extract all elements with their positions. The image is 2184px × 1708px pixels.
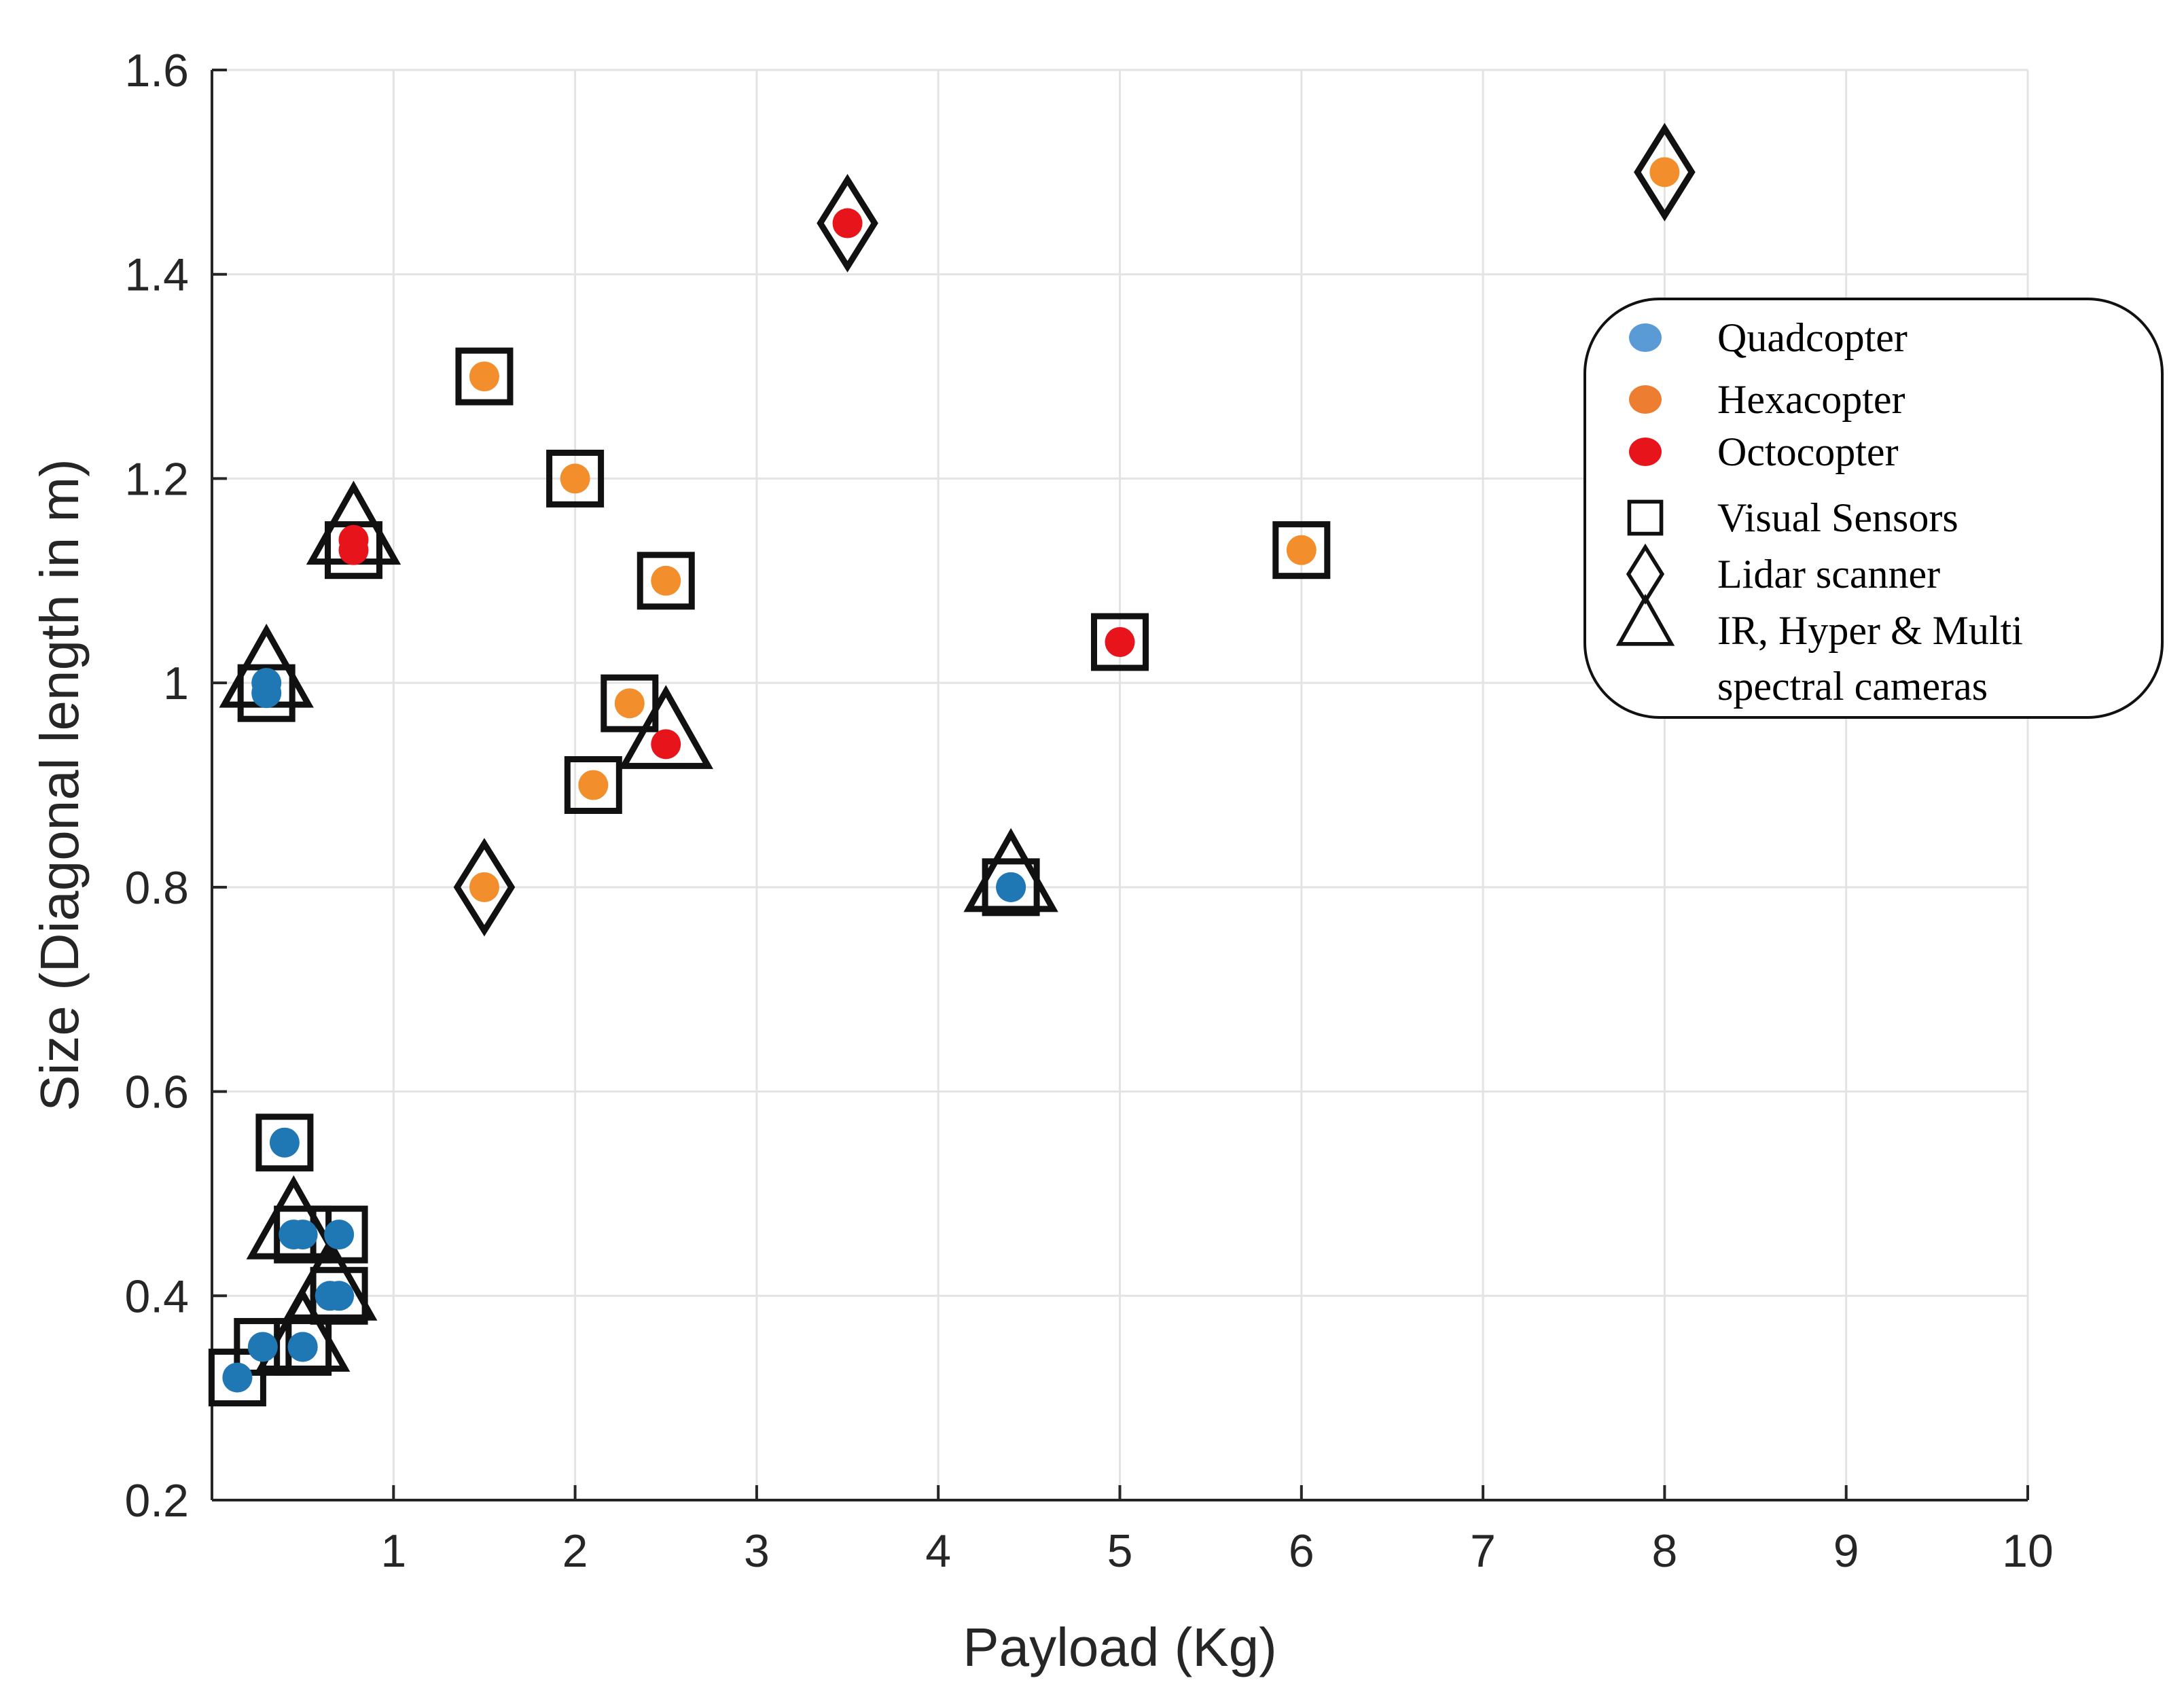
x-tick-label: 9 — [1833, 1525, 1859, 1577]
legend-label-quadcopter: Quadcopter — [1717, 315, 1908, 360]
sensor-marker-triangle — [963, 828, 1058, 912]
data-points — [208, 122, 1696, 1407]
tick-labels: 1 2 3 4 5 6 7 8 9 10 0.2 0.4 0.6 0.8 1 1.2 1.4 1.6 — [124, 45, 2053, 1577]
y-axis-title: Size (Diagonal length in m) — [29, 459, 90, 1111]
data-point-hexacopter — [1649, 157, 1680, 188]
sensor-marker-triangle — [283, 1236, 378, 1321]
sensor-marker-diamond — [453, 838, 516, 937]
y-tick-label: 0.8 — [124, 862, 189, 914]
x-tick-label: 2 — [562, 1525, 588, 1577]
legend-label-diamond: Lidar scanner — [1717, 552, 1940, 597]
legend-label-octocopter: Octocopter — [1717, 429, 1899, 474]
y-tick-label: 1 — [163, 658, 189, 709]
sensor-marker-square — [1272, 521, 1331, 580]
data-point-octocopter — [832, 208, 863, 238]
data-point-quadcopter — [222, 1362, 253, 1393]
x-tick-label: 5 — [1107, 1525, 1133, 1577]
legend-swatch-hexacopter — [1629, 385, 1662, 414]
data-point-hexacopter — [469, 872, 499, 902]
sensor-marker-square — [208, 1349, 266, 1407]
x-tick-label: 6 — [1289, 1525, 1314, 1577]
legend-symbol-square — [1627, 499, 1664, 536]
data-point-quadcopter — [269, 1127, 300, 1158]
sensor-marker-triangle — [618, 685, 713, 769]
data-point-hexacopter — [560, 463, 590, 494]
sensor-marker-square — [237, 664, 296, 722]
data-point-quadcopter — [324, 1220, 355, 1250]
data-point-quadcopter — [247, 1332, 278, 1362]
sensor-marker-square — [455, 347, 514, 406]
data-point-hexacopter — [651, 565, 681, 596]
sensor-marker-square — [982, 858, 1040, 917]
sensor-marker-square — [324, 521, 382, 580]
y-tick-label: 1.6 — [124, 45, 189, 96]
sensor-marker-square — [637, 552, 695, 610]
sensor-marker-diamond — [817, 174, 878, 273]
data-point-octocopter — [338, 524, 369, 555]
x-axis-title: Payload (Kg) — [963, 1617, 1276, 1677]
y-tick-label: 0.2 — [124, 1475, 189, 1527]
y-tick-label: 0.6 — [124, 1067, 189, 1118]
data-point-quadcopter — [287, 1332, 318, 1362]
legend-label-triangle-line2: spectral cameras — [1717, 664, 1988, 709]
sensor-marker-diamond — [1634, 122, 1696, 221]
data-point-hexacopter — [578, 770, 609, 800]
sensor-marker-square — [255, 1114, 314, 1172]
data-point-hexacopter — [1286, 535, 1317, 565]
x-tick-label: 4 — [925, 1525, 951, 1577]
legend-symbol-triangle — [1615, 593, 1675, 646]
data-point-quadcopter — [996, 872, 1026, 902]
data-point-quadcopter — [287, 1220, 318, 1250]
legend-box — [1583, 298, 2164, 719]
legend-swatch-octocopter — [1629, 438, 1662, 466]
y-tick-label: 0.4 — [124, 1270, 189, 1322]
sensor-marker-square — [310, 1266, 368, 1325]
y-tick-label: 1.2 — [124, 453, 189, 505]
data-point-octocopter — [651, 729, 681, 760]
legend-label-square: Visual Sensors — [1717, 495, 1958, 540]
y-tick-label: 1.4 — [124, 249, 189, 301]
sensor-marker-square — [564, 756, 622, 814]
x-tick-label: 10 — [2002, 1525, 2054, 1577]
x-tick-label: 3 — [744, 1525, 770, 1577]
sensor-marker-triangle — [255, 1287, 351, 1372]
legend-label-hexacopter: Hexacopter — [1717, 377, 1905, 422]
legend: Quadcopter Hexacopter Octocopter Visual Sen… — [1583, 298, 2164, 719]
axes — [211, 69, 2029, 1501]
sensor-marker-square — [601, 674, 659, 732]
x-tick-label: 8 — [1651, 1525, 1677, 1577]
legend-swatch-quadcopter — [1629, 323, 1662, 352]
x-tick-label: 7 — [1470, 1525, 1496, 1577]
data-point-octocopter — [1105, 627, 1135, 657]
data-point-hexacopter — [469, 361, 499, 392]
data-point-quadcopter — [315, 1281, 345, 1311]
sensor-marker-square — [1091, 613, 1149, 671]
x-tick-label: 1 — [380, 1525, 406, 1577]
sensor-marker-square — [546, 449, 605, 508]
data-point-hexacopter — [614, 688, 645, 719]
data-point-quadcopter — [251, 668, 282, 698]
legend-label-triangle-line1: IR, Hyper & Multi — [1717, 608, 2023, 653]
